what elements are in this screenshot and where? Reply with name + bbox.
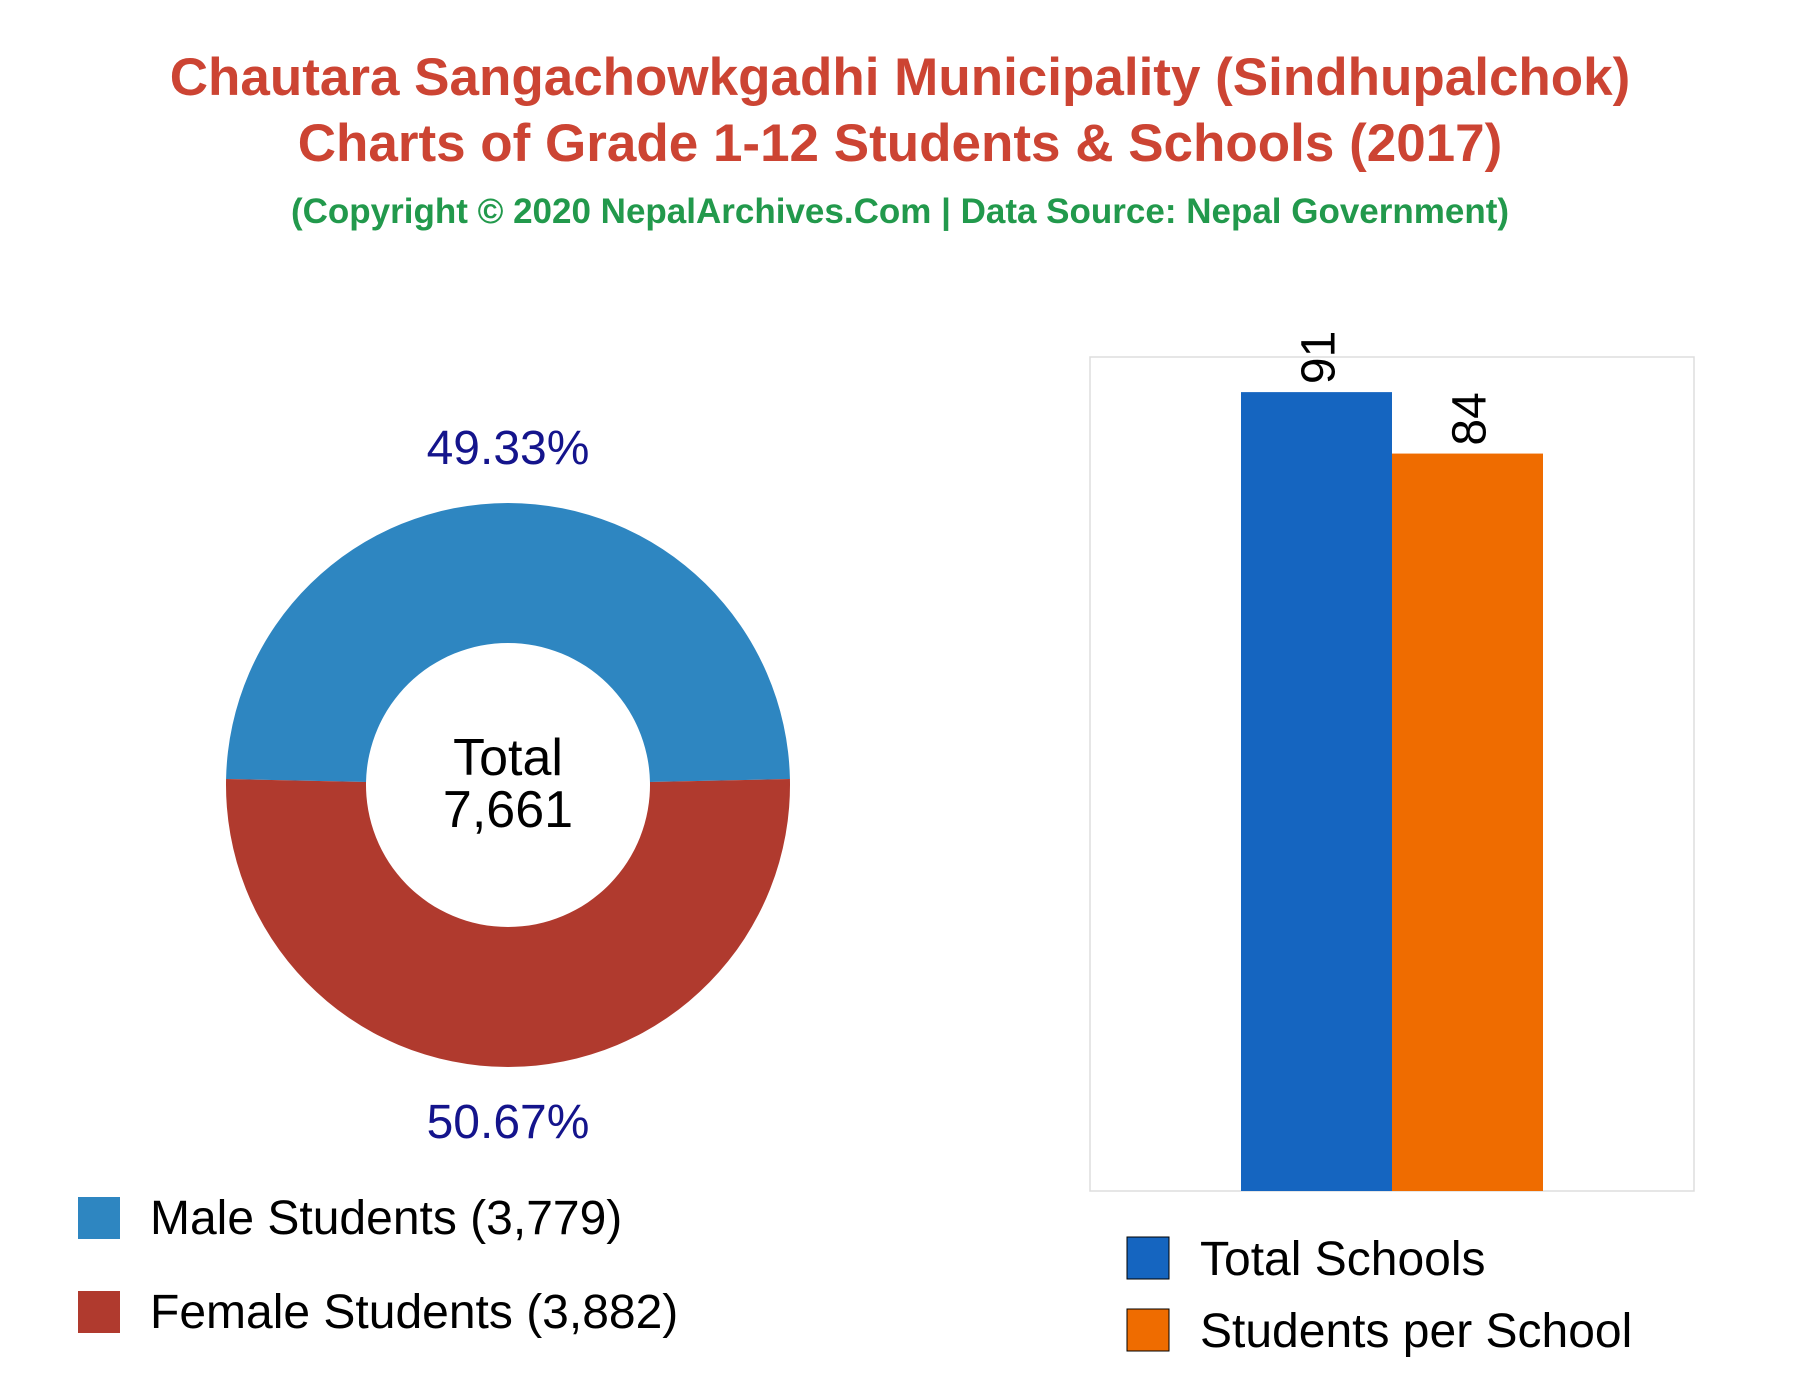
bar-students-per-school xyxy=(1392,453,1543,1191)
bar-legend: Total Schools Students per School xyxy=(1126,1233,1632,1358)
legend-label-male: Male Students (3,779) xyxy=(150,1192,622,1245)
legend-label-students-per-school: Students per School xyxy=(1200,1305,1632,1358)
bar-value-students-per-school: 84 xyxy=(1444,392,1497,445)
legend-swatch-female xyxy=(78,1291,120,1333)
legend-label-total-schools: Total Schools xyxy=(1200,1233,1486,1286)
male-slice xyxy=(226,503,790,783)
bar-chart: 91 84 xyxy=(1241,331,1543,1191)
chart-title-line1: Chautara Sangachowkgadhi Municipality (S… xyxy=(169,48,1631,107)
donut-center-label: Total xyxy=(453,729,563,787)
legend-label-female: Female Students (3,882) xyxy=(150,1286,678,1339)
male-percent-label: 49.33% xyxy=(427,422,590,475)
bar-value-total-schools: 91 xyxy=(1293,331,1346,384)
chart-subtitle: (Copyright © 2020 NepalArchives.Com | Da… xyxy=(290,192,1510,231)
donut-legend: Male Students (3,779) Female Students (3,… xyxy=(78,1192,678,1339)
legend-swatch-students-per-school xyxy=(1126,1308,1170,1352)
bar-total-schools xyxy=(1241,392,1392,1191)
female-percent-label: 50.67% xyxy=(427,1096,590,1149)
female-slice xyxy=(225,779,790,1068)
chart-title-line2: Charts of Grade 1-12 Students & Schools … xyxy=(297,114,1503,173)
legend-swatch-male xyxy=(78,1197,120,1239)
donut-center-total: 7,661 xyxy=(443,781,573,839)
legend-swatch-total-schools xyxy=(1126,1236,1170,1280)
